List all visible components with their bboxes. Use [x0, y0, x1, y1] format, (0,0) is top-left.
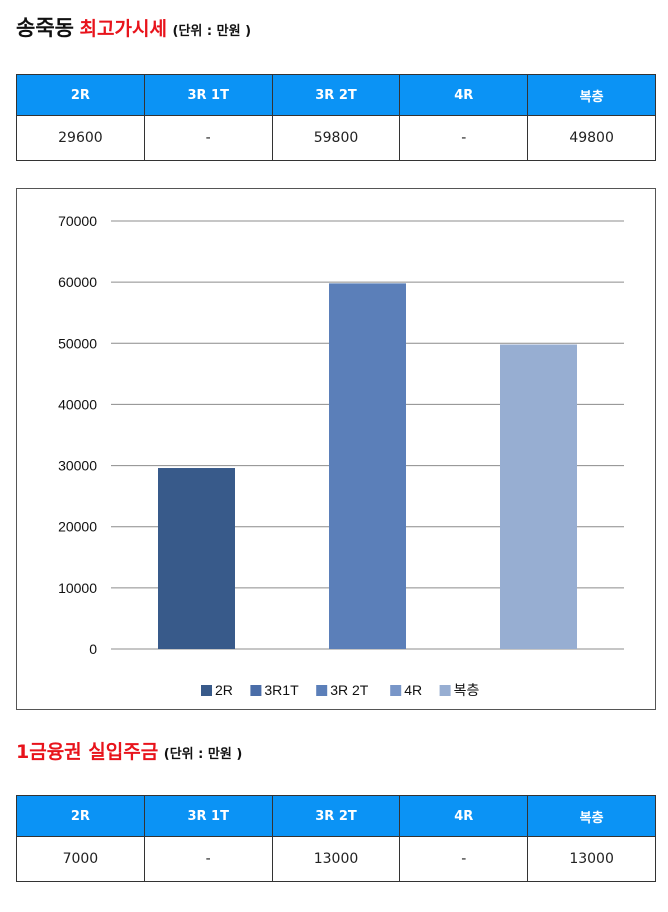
table-cell: -: [399, 836, 529, 882]
table-cell: -: [143, 836, 273, 882]
table-cell: -: [143, 115, 273, 161]
column-header: 4R: [399, 74, 529, 116]
table-row: 7000 - 13000 - 13000: [16, 836, 656, 882]
table-cell: 13000: [271, 836, 401, 882]
table-cell: 7000: [16, 836, 145, 882]
y-tick-label: 10000: [58, 580, 97, 596]
legend-swatch: [316, 685, 328, 696]
y-tick-label: 30000: [58, 458, 97, 474]
bar: [500, 344, 577, 649]
y-tick-label: 20000: [58, 519, 97, 535]
legend-label: 3R 2T: [330, 682, 369, 698]
y-tick-label: 0: [89, 641, 97, 657]
legend-swatch: [439, 685, 451, 696]
column-header: 3R 1T: [143, 74, 273, 116]
table-cell: -: [399, 115, 529, 161]
title-unit: (단위 : 만원 ): [172, 24, 252, 39]
legend-label: 3R1T: [264, 682, 299, 698]
table-header-row: 2R 3R 1T 3R 2T 4R 복층: [16, 795, 656, 837]
y-tick-label: 40000: [58, 396, 97, 412]
y-tick-label: 50000: [58, 335, 97, 351]
bar: [329, 283, 406, 649]
table-cell: 29600: [16, 115, 145, 161]
legend-swatch: [201, 685, 212, 696]
price-table: 2R 3R 1T 3R 2T 4R 복층 29600 - 59800 - 498…: [16, 74, 656, 161]
title-unit: (단위 : 만원 ): [163, 747, 243, 762]
table-cell: 49800: [527, 115, 656, 161]
column-header: 3R 1T: [143, 795, 273, 837]
y-tick-label: 60000: [58, 274, 97, 290]
table-header-row: 2R 3R 1T 3R 2T 4R 복층: [16, 74, 656, 116]
table-cell: 59800: [271, 115, 401, 161]
table-row: 29600 - 59800 - 49800: [16, 115, 656, 161]
legend-label: 4R: [404, 682, 422, 698]
section-title-price: 송죽동 최고가시세 (단위 : 만원 ): [16, 12, 251, 42]
column-header: 3R 2T: [271, 74, 401, 116]
legend-label: 2R: [215, 682, 233, 698]
table-cell: 13000: [527, 836, 656, 882]
title-main: 최고가시세: [79, 18, 167, 40]
column-header: 4R: [399, 795, 529, 837]
deposit-table: 2R 3R 1T 3R 2T 4R 복층 7000 - 13000 - 1300…: [16, 795, 656, 882]
price-bar-chart: 0 10000 20000 30000 40000 50000 60000 70000 2R 3R…: [16, 188, 656, 710]
legend-swatch: [250, 685, 262, 696]
y-tick-label: 70000: [58, 213, 97, 229]
title-place: 송죽동: [16, 16, 74, 40]
section-title-deposit: 1금융권 실입주금 (단위 : 만원 ): [16, 737, 242, 764]
bar: [158, 468, 235, 649]
title-main: 1금융권 실입주금: [16, 741, 159, 763]
column-header: 복층: [527, 795, 656, 837]
column-header: 3R 2T: [271, 795, 401, 837]
legend-label: 복층: [454, 682, 480, 698]
column-header: 복층: [527, 74, 656, 116]
column-header: 2R: [16, 795, 145, 837]
column-header: 2R: [16, 74, 145, 116]
legend-swatch: [390, 685, 402, 696]
chart-svg: 0 10000 20000 30000 40000 50000 60000 70000 2R 3R…: [58, 213, 624, 698]
